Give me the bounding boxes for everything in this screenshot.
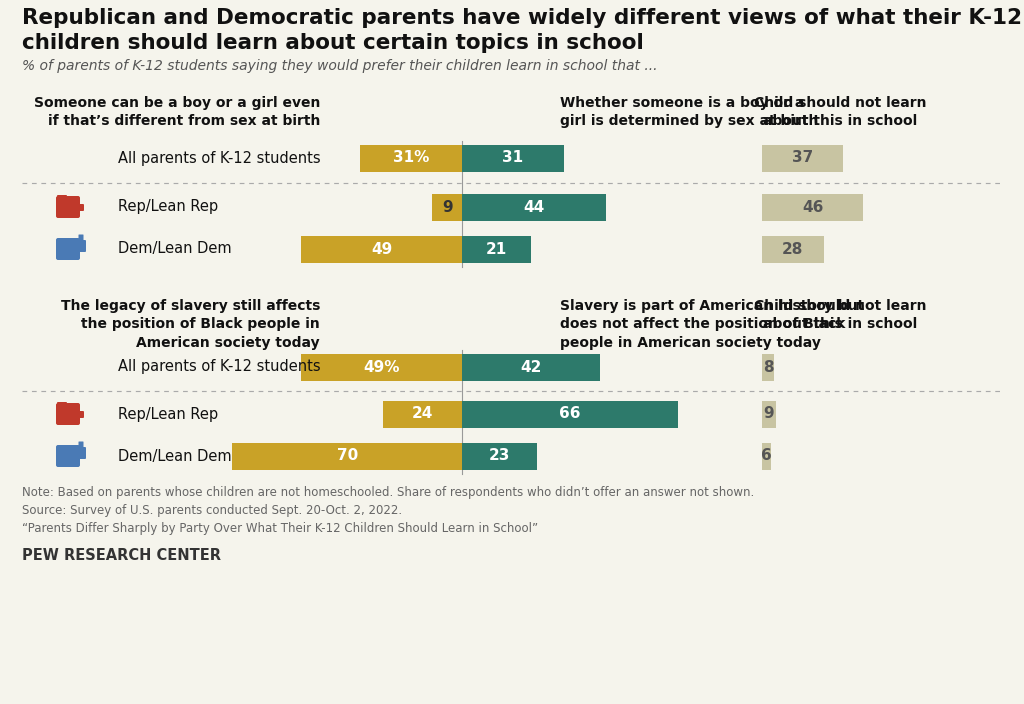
Text: 44: 44 [523, 199, 545, 215]
Text: 8: 8 [763, 360, 773, 375]
Text: 28: 28 [782, 241, 804, 256]
FancyBboxPatch shape [79, 441, 84, 451]
Text: PEW RESEARCH CENTER: PEW RESEARCH CENTER [22, 548, 221, 563]
Text: 31%: 31% [393, 151, 429, 165]
Bar [462, 236, 530, 263]
FancyBboxPatch shape [57, 195, 67, 206]
Text: 49: 49 [371, 241, 392, 256]
FancyBboxPatch shape [79, 234, 84, 244]
Text: Source: Survey of U.S. parents conducted Sept. 20-Oct. 2, 2022.: Source: Survey of U.S. parents conducted… [22, 504, 402, 517]
Text: Whether someone is a boy or a
girl is determined by sex at birth: Whether someone is a boy or a girl is de… [560, 96, 818, 128]
Text: Note: Based on parents whose children are not homeschooled. Share of respondents: Note: Based on parents whose children ar… [22, 486, 755, 499]
Text: 49%: 49% [364, 360, 400, 375]
FancyBboxPatch shape [57, 402, 67, 413]
Bar [762, 194, 863, 220]
Text: 23: 23 [489, 448, 510, 463]
Text: Rep/Lean Rep: Rep/Lean Rep [118, 406, 218, 422]
Bar [462, 194, 606, 220]
Text: Child should not learn
about this in school: Child should not learn about this in sch… [754, 96, 927, 128]
Bar [383, 401, 462, 427]
Text: children should learn about certain topics in school: children should learn about certain topi… [22, 33, 644, 53]
Bar [762, 144, 844, 172]
Text: 6: 6 [761, 448, 772, 463]
FancyBboxPatch shape [76, 411, 84, 418]
FancyBboxPatch shape [56, 196, 80, 218]
Bar [762, 236, 823, 263]
Bar [432, 194, 462, 220]
Bar [762, 401, 775, 427]
Text: 21: 21 [485, 241, 507, 256]
Text: “Parents Differ Sharply by Party Over What Their K-12 Children Should Learn in S: “Parents Differ Sharply by Party Over Wh… [22, 522, 539, 535]
Text: 37: 37 [793, 151, 813, 165]
Text: All parents of K-12 students: All parents of K-12 students [118, 151, 321, 165]
Text: 42: 42 [520, 360, 542, 375]
Text: 66: 66 [559, 406, 581, 422]
Bar [462, 353, 600, 380]
Text: Dem/Lean Dem: Dem/Lean Dem [118, 448, 231, 463]
Text: 9: 9 [442, 199, 453, 215]
Bar [301, 236, 462, 263]
Bar [462, 401, 679, 427]
Bar [762, 443, 771, 470]
FancyBboxPatch shape [76, 240, 86, 252]
FancyBboxPatch shape [56, 238, 80, 260]
Text: Someone can be a boy or a girl even
if that’s different from sex at birth: Someone can be a boy or a girl even if t… [34, 96, 319, 128]
Text: 70: 70 [337, 448, 357, 463]
Bar [462, 443, 538, 470]
Text: All parents of K-12 students: All parents of K-12 students [118, 360, 321, 375]
Bar [301, 353, 462, 380]
Text: 46: 46 [802, 199, 823, 215]
FancyBboxPatch shape [56, 403, 80, 425]
Bar [360, 144, 462, 172]
Text: 24: 24 [412, 406, 433, 422]
Text: Dem/Lean Dem: Dem/Lean Dem [118, 241, 231, 256]
Text: % of parents of K-12 students saying they would prefer their children learn in s: % of parents of K-12 students saying the… [22, 59, 657, 73]
Text: 31: 31 [503, 151, 523, 165]
Text: Rep/Lean Rep: Rep/Lean Rep [118, 199, 218, 215]
FancyBboxPatch shape [56, 445, 80, 467]
FancyBboxPatch shape [76, 447, 86, 459]
Text: Slavery is part of American history but
does not affect the position of Black
pe: Slavery is part of American history but … [560, 299, 864, 350]
FancyBboxPatch shape [76, 204, 84, 211]
Bar [232, 443, 462, 470]
Text: Republican and Democratic parents have widely different views of what their K-12: Republican and Democratic parents have w… [22, 8, 1022, 28]
Bar [762, 353, 774, 380]
Text: 9: 9 [764, 406, 774, 422]
Text: Child should not learn
about this in school: Child should not learn about this in sch… [754, 299, 927, 332]
Bar [462, 144, 563, 172]
Text: The legacy of slavery still affects
the position of Black people in
American soc: The legacy of slavery still affects the … [60, 299, 319, 350]
